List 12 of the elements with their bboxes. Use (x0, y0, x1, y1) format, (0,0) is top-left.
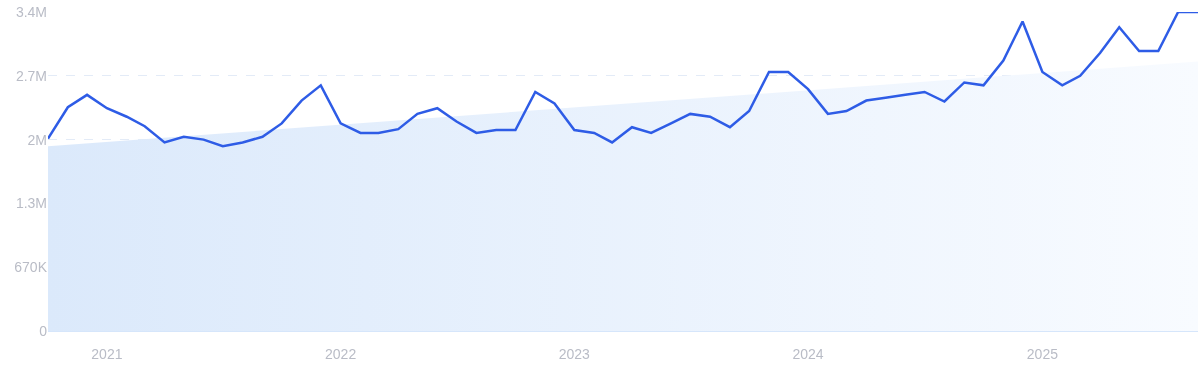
x-tick-label: 2024 (792, 345, 824, 362)
y-tick-label: 670K (14, 259, 48, 276)
y-tick-label: 3.4M (15, 3, 47, 20)
x-tick-label: 2023 (558, 345, 591, 362)
y-tick-label: 1.3M (15, 195, 47, 212)
x-tick-label: 2021 (91, 345, 123, 362)
y-tick-label: 2.7M (15, 67, 47, 84)
y-tick-label: 0 (39, 322, 48, 339)
y-tick-label: 2M (27, 131, 47, 148)
line-series (48, 12, 1198, 148)
x-tick-label: 2022 (325, 345, 357, 362)
x-tick-label: 2025 (1026, 345, 1059, 362)
